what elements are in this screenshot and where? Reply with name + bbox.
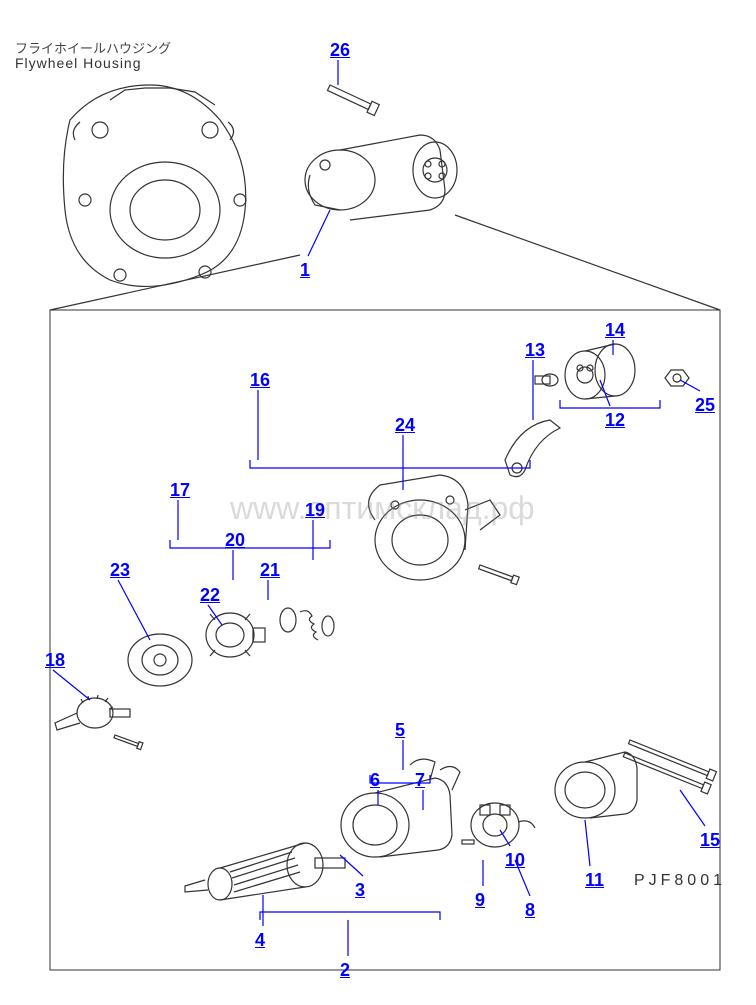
callout-7: 7 [415,770,425,791]
callout-8: 8 [525,900,535,921]
callout-25: 25 [695,395,715,416]
nut-25 [665,370,689,386]
watermark-text: www.оптимсклад.рф [230,490,535,527]
callout-18: 18 [45,650,65,671]
callout-26: 26 [330,40,350,61]
callout-14: 14 [605,320,625,341]
callout-19: 19 [305,500,325,521]
callout-10: 10 [505,850,525,871]
plate-23 [128,634,192,686]
pinion-part [55,695,130,730]
callout-15: 15 [700,830,720,851]
callout-17: 17 [170,480,190,501]
callout-12: 12 [605,410,625,431]
solenoid-part [535,344,635,399]
callout-16: 16 [250,370,270,391]
rear-cover-part [555,752,637,818]
armature-part [185,843,345,900]
callout-23: 23 [110,560,130,581]
callout-11: 11 [585,870,604,891]
yoke-part [341,759,460,857]
callout-5: 5 [395,720,405,741]
starter-motor-part [305,135,457,220]
callout-3: 3 [355,880,365,901]
lever-part [505,420,560,477]
bolt-26 [326,82,379,115]
callout-24: 24 [395,415,415,436]
spring-part [280,608,334,640]
callout-22: 22 [200,585,220,606]
brush-holder-part [462,803,535,847]
callout-4: 4 [255,930,265,951]
callout-20: 20 [225,530,245,551]
callout-2: 2 [340,960,350,981]
flywheel-housing-part [63,85,246,286]
callout-13: 13 [525,340,545,361]
callout-6: 6 [370,770,380,791]
callout-1: 1 [300,260,310,281]
callout-9: 9 [475,890,485,911]
callout-21: 21 [260,560,280,581]
clutch-part [206,613,265,657]
